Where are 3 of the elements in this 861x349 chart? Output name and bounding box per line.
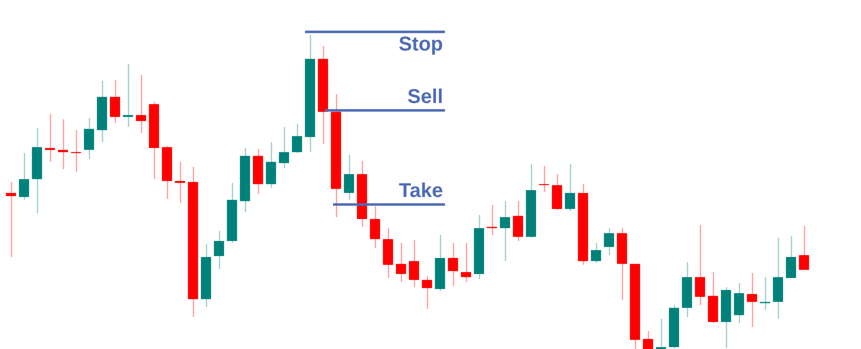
ref-line-label: Sell xyxy=(407,86,443,108)
ref-line-label: Take xyxy=(398,180,443,202)
ref-line-label: Stop xyxy=(398,33,443,56)
